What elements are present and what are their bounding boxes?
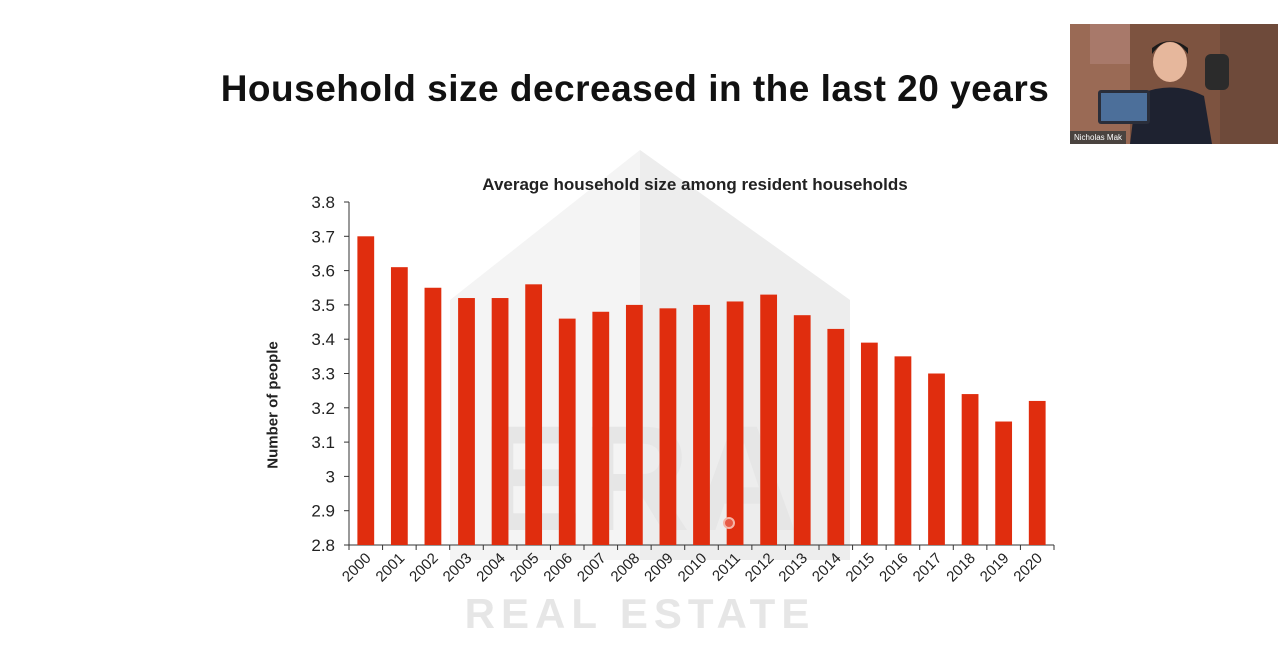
bar [894,356,912,545]
x-tick-label: 2015 [843,550,879,586]
x-tick-label: 2009 [641,550,677,586]
chart-title: Average household size among resident ho… [482,175,908,194]
x-tick-label: 2020 [1010,550,1046,586]
x-tick-label: 2000 [339,550,375,586]
webcam-video-icon [1070,24,1278,144]
y-tick-label: 3.8 [311,193,335,212]
bar [659,308,677,545]
x-tick-label: 2018 [943,550,979,586]
watermark-tagline: REAL ESTATE [465,590,816,637]
bar [760,294,778,545]
x-tick-label: 2003 [440,550,476,586]
bar [961,394,979,545]
y-tick-label: 3 [326,467,335,486]
x-tick-label: 2002 [406,550,442,586]
webcam-thumbnail[interactable]: Nicholas Mak [1070,24,1278,144]
bar [424,287,442,545]
bar [458,298,475,545]
pointer-cursor-icon [723,517,735,529]
y-tick-label: 2.8 [311,536,335,555]
y-tick-label: 3.6 [311,262,335,281]
bar [860,342,878,545]
slide-title: Household size decreased in the last 20 … [220,68,1050,109]
bar [726,301,744,545]
bar [558,318,576,545]
x-tick-label: 2016 [876,550,912,586]
x-tick-label: 2004 [473,550,509,586]
y-tick-label: 3.5 [311,296,335,315]
x-tick-label: 2017 [910,550,946,586]
bar [693,304,710,545]
x-tick-label: 2001 [373,550,409,586]
y-tick-label: 3.7 [311,227,335,246]
x-tick-label: 2014 [809,550,845,586]
x-tick-label: 2005 [507,550,543,586]
bar [390,267,408,545]
bar [357,236,375,546]
bar [525,284,543,545]
x-tick-label: 2019 [977,550,1013,586]
bar [793,315,811,545]
x-tick-label: 2010 [675,550,711,586]
bar [625,304,643,545]
y-tick-label: 3.1 [311,433,335,452]
bar [928,373,945,545]
bar [592,311,610,545]
x-tick-label: 2007 [574,550,610,586]
y-tick-label: 3.4 [311,330,335,349]
x-tick-label: 2008 [608,550,644,586]
bar [827,328,845,545]
bar [1028,400,1046,545]
y-tick-label: 2.9 [311,502,335,521]
x-tick-label: 2012 [742,550,778,586]
x-tick-label: 2013 [775,550,811,586]
y-tick-label: 3.3 [311,365,335,384]
y-tick-label: 3.2 [311,399,335,418]
bar [491,298,509,545]
bar [995,421,1013,545]
x-tick-label: 2011 [709,550,744,585]
x-tick-label: 2006 [540,550,576,586]
webcam-participant-name: Nicholas Mak [1070,131,1127,144]
